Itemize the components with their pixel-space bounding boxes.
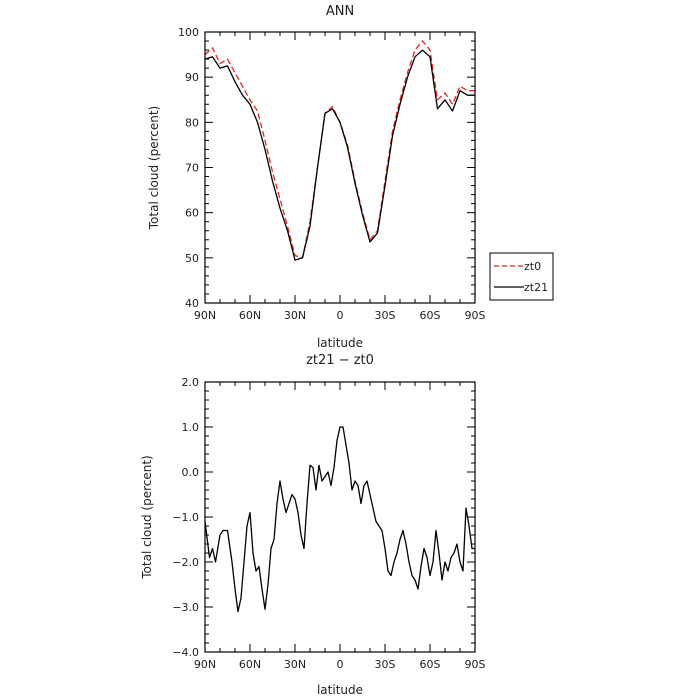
bottom-y-tick-label: −4.0 — [172, 646, 199, 659]
top-x-tick-label: 30N — [284, 309, 306, 322]
bottom-y-tick-label: −1.0 — [172, 511, 199, 524]
top-x-axis-label: latitude — [317, 336, 363, 350]
bottom-x-axis-label: latitude — [317, 683, 363, 697]
bottom-series-line-series-0 — [204, 426, 475, 613]
bottom-x-tick-label: 90N — [194, 658, 216, 671]
bottom-x-tick-label: 90S — [465, 658, 486, 671]
top-y-tick-label: 70 — [185, 162, 199, 175]
bottom-y-tick-label: 1.0 — [182, 421, 200, 434]
top-y-tick-label: 40 — [185, 297, 199, 310]
bottom-x-tick-label: 60N — [239, 658, 261, 671]
bottom-y-tick-label: −2.0 — [172, 556, 199, 569]
top-y-tick-label: 90 — [185, 71, 199, 84]
top-chart: ANN 90N 60N 30N 0 30S 60S 90S 40 50 60 70 80 90 100 l… — [147, 4, 554, 350]
top-y-tick-label: 80 — [185, 116, 199, 129]
bottom-x-tick-label: 30S — [375, 658, 396, 671]
top-y-tick-label: 60 — [185, 207, 199, 220]
bottom-chart-title: zt21 − zt0 — [306, 353, 374, 368]
bottom-y-axis-label: Total cloud (percent) — [140, 455, 154, 579]
top-plot-frame — [204, 31, 476, 304]
bottom-y-tick-label: 2.0 — [182, 376, 200, 389]
top-x-tick-label: 30S — [375, 309, 396, 322]
bottom-x-tick-label: 0 — [337, 658, 344, 671]
bottom-chart: zt21 − zt0 90N 60N 30N 0 30S 60S 90S −4.0 −3.0 −2… — [140, 353, 486, 697]
top-plot-area: 90N 60N 30N 0 30S 60S 90S 40 50 60 70 80 90 100 — [178, 26, 486, 322]
top-x-tick-label: 90N — [194, 309, 216, 322]
top-series-line-zt0 — [204, 40, 475, 259]
top-y-axis-label: Total cloud (percent) — [147, 106, 161, 230]
bottom-plot-area: 90N 60N 30N 0 30S 60S 90S −4.0 −3.0 −2.0 −1.0 0.0 1.… — [172, 376, 485, 671]
top-x-tick-label: 60N — [239, 309, 261, 322]
top-x-tick-label: 0 — [337, 309, 344, 322]
bottom-x-tick-label: 60S — [420, 658, 441, 671]
top-x-tick-label: 60S — [420, 309, 441, 322]
bottom-x-tick-label: 30N — [284, 658, 306, 671]
legend-box — [489, 252, 554, 301]
bottom-plot-frame — [204, 381, 476, 653]
top-chart-title: ANN — [326, 4, 354, 19]
top-x-tick-label: 90S — [465, 309, 486, 322]
bottom-y-tick-label: 0.0 — [182, 466, 200, 479]
legend-label-zt0: zt0 — [524, 260, 541, 273]
top-y-tick-label: 50 — [185, 252, 199, 265]
bottom-y-tick-label: −3.0 — [172, 601, 199, 614]
legend: zt0 zt21 — [489, 252, 554, 301]
legend-label-zt21: zt21 — [524, 281, 548, 294]
top-series-line-zt21 — [204, 49, 475, 261]
top-y-tick-label: 100 — [178, 26, 199, 39]
